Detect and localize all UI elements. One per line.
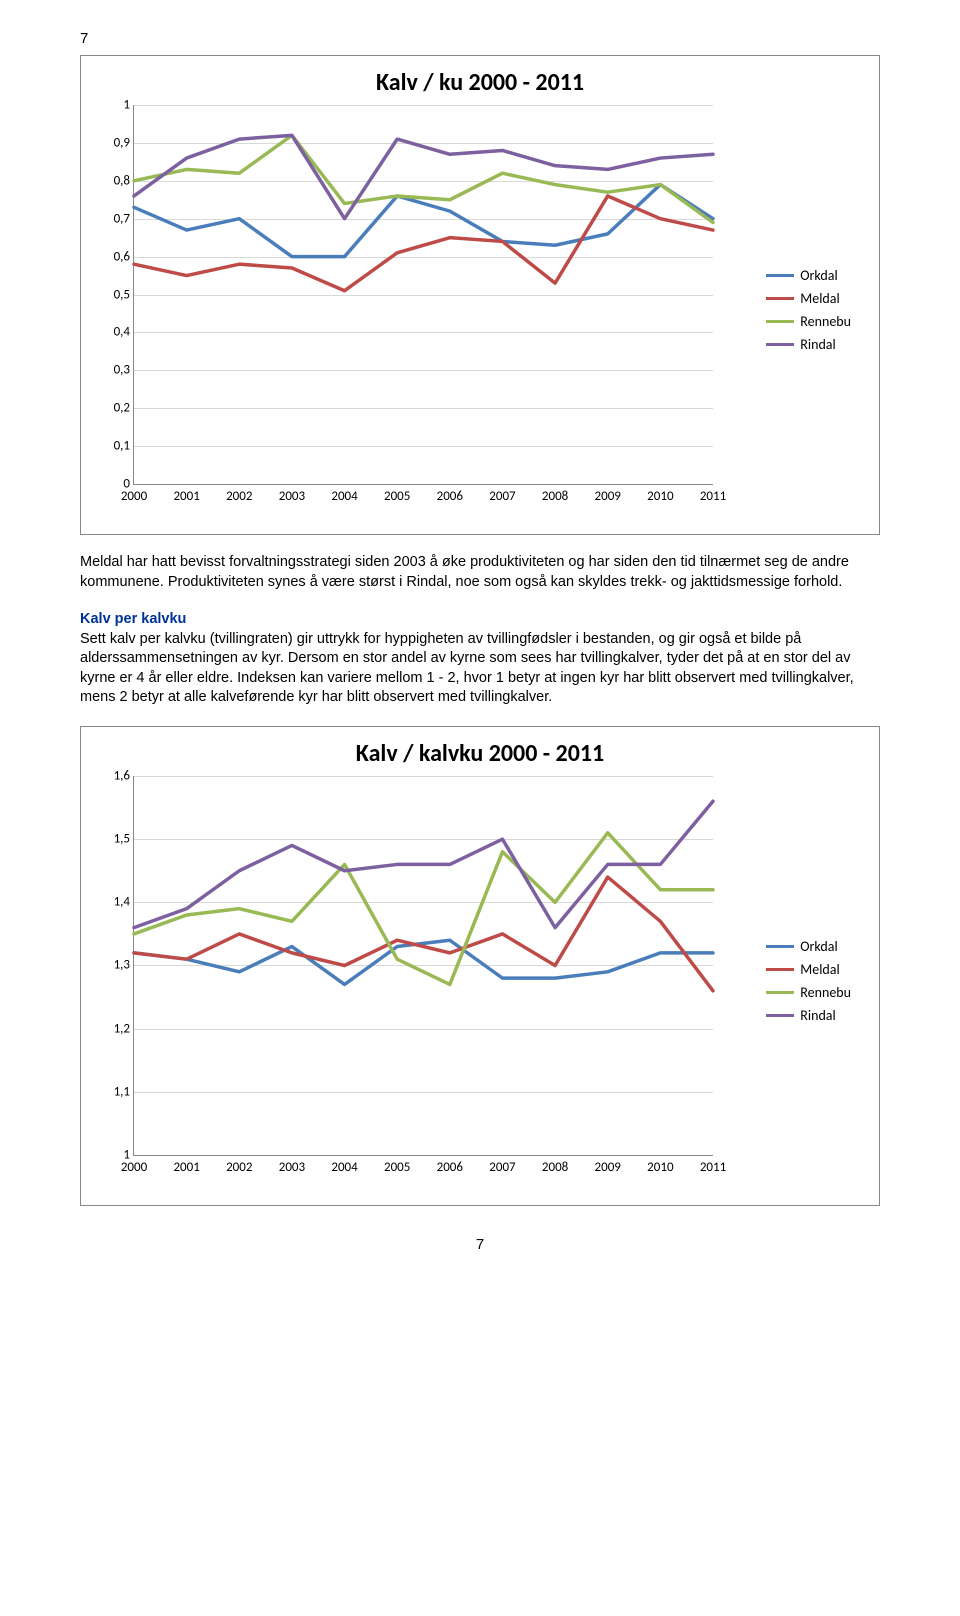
legend-swatch-icon bbox=[766, 320, 794, 324]
chart1-x-tick-label: 2005 bbox=[384, 489, 410, 504]
chart2-y-tick-label: 1,6 bbox=[96, 768, 130, 783]
chart2-x-tick-label: 2006 bbox=[437, 1160, 463, 1175]
chart2-x-tick-label: 2004 bbox=[331, 1160, 357, 1175]
chart1-y-tick-label: 0,6 bbox=[96, 249, 130, 264]
chart2-title: Kalv / kalvku 2000 - 2011 bbox=[95, 739, 865, 768]
chart1-x-tick-label: 2006 bbox=[437, 489, 463, 504]
chart1-legend-label: Meldal bbox=[800, 290, 839, 307]
chart1-y-tick-label: 0,1 bbox=[96, 439, 130, 454]
chart2-legend-item: Rennebu bbox=[766, 984, 851, 1001]
chart2-legend-label: Meldal bbox=[800, 961, 839, 978]
chart1-x-tick-label: 2001 bbox=[173, 489, 199, 504]
chart1-x-tick-label: 2000 bbox=[121, 489, 147, 504]
chart-kalv-kalvku: Kalv / kalvku 2000 - 2011 11,11,21,31,41… bbox=[80, 726, 880, 1206]
legend-swatch-icon bbox=[766, 945, 794, 949]
chart1-legend-item: Rennebu bbox=[766, 313, 851, 330]
chart1-legend-item: Orkdal bbox=[766, 267, 851, 284]
chart2-x-tick-label: 2000 bbox=[121, 1160, 147, 1175]
chart2-legend-label: Orkdal bbox=[800, 938, 837, 955]
legend-swatch-icon bbox=[766, 274, 794, 278]
section-heading-kalv-per-kalvku: Kalv per kalvku bbox=[80, 611, 186, 627]
legend-swatch-icon bbox=[766, 297, 794, 301]
chart2-legend-label: Rindal bbox=[800, 1007, 835, 1024]
chart-kalv-ku: Kalv / ku 2000 - 2011 00,10,20,30,40,50,… bbox=[80, 55, 880, 535]
chart2-x-tick-label: 2001 bbox=[173, 1160, 199, 1175]
chart1-y-tick-label: 0,5 bbox=[96, 287, 130, 302]
chart2-series-rindal bbox=[134, 801, 713, 927]
chart2-x-tick-label: 2005 bbox=[384, 1160, 410, 1175]
chart1-x-tick-label: 2009 bbox=[595, 489, 621, 504]
chart1-x-tick-label: 2010 bbox=[647, 489, 673, 504]
legend-swatch-icon bbox=[766, 1014, 794, 1018]
chart2-series-rennebu bbox=[134, 833, 713, 985]
chart1-y-tick-label: 0,4 bbox=[96, 325, 130, 340]
chart1-legend-item: Meldal bbox=[766, 290, 851, 307]
chart2-x-tick-label: 2010 bbox=[647, 1160, 673, 1175]
chart2-y-tick-label: 1,4 bbox=[96, 895, 130, 910]
chart2-y-tick-label: 1,3 bbox=[96, 958, 130, 973]
paragraph-1: Meldal har hatt bevisst forvaltningsstra… bbox=[80, 553, 880, 592]
chart1-y-tick-label: 0,3 bbox=[96, 363, 130, 378]
chart2-x-tick-label: 2009 bbox=[595, 1160, 621, 1175]
chart1-legend-item: Rindal bbox=[766, 336, 851, 353]
chart1-y-tick-label: 0,9 bbox=[96, 135, 130, 150]
chart1-x-tick-label: 2011 bbox=[700, 489, 726, 504]
chart1-legend-label: Rennebu bbox=[800, 313, 851, 330]
chart1-y-tick-label: 0,8 bbox=[96, 173, 130, 188]
chart1-y-tick-label: 1 bbox=[96, 98, 130, 113]
chart2-legend-item: Rindal bbox=[766, 1007, 851, 1024]
chart1-x-tick-label: 2008 bbox=[542, 489, 568, 504]
chart2-y-tick-label: 1,1 bbox=[96, 1084, 130, 1099]
chart2-legend-item: Meldal bbox=[766, 961, 851, 978]
chart1-legend-label: Orkdal bbox=[800, 267, 837, 284]
chart1-legend-label: Rindal bbox=[800, 336, 835, 353]
chart1-title: Kalv / ku 2000 - 2011 bbox=[95, 68, 865, 97]
chart2-x-tick-label: 2007 bbox=[489, 1160, 515, 1175]
chart2-x-tick-label: 2008 bbox=[542, 1160, 568, 1175]
chart1-x-tick-label: 2002 bbox=[226, 489, 252, 504]
chart2-legend: Orkdal Meldal Rennebu Rindal bbox=[766, 932, 851, 1030]
chart1-x-tick-label: 2003 bbox=[279, 489, 305, 504]
chart1-x-tick-label: 2007 bbox=[489, 489, 515, 504]
legend-swatch-icon bbox=[766, 968, 794, 972]
chart2-legend-item: Orkdal bbox=[766, 938, 851, 955]
chart2-x-tick-label: 2003 bbox=[279, 1160, 305, 1175]
chart1-series-rindal bbox=[134, 135, 713, 218]
chart1-y-tick-label: 0,2 bbox=[96, 401, 130, 416]
paragraph-2-body: Sett kalv per kalvku (tvillingraten) gir… bbox=[80, 631, 854, 706]
chart1-y-tick-label: 0,7 bbox=[96, 211, 130, 226]
legend-swatch-icon bbox=[766, 991, 794, 995]
chart2-x-tick-label: 2002 bbox=[226, 1160, 252, 1175]
page-number-top: 7 bbox=[80, 30, 880, 47]
chart2-legend-label: Rennebu bbox=[800, 984, 851, 1001]
legend-swatch-icon bbox=[766, 343, 794, 347]
paragraph-2: Kalv per kalvku Sett kalv per kalvku (tv… bbox=[80, 610, 880, 708]
chart2-x-tick-label: 2011 bbox=[700, 1160, 726, 1175]
chart2-y-tick-label: 1,5 bbox=[96, 832, 130, 847]
page-number-bottom: 7 bbox=[80, 1236, 880, 1253]
chart1-series-meldal bbox=[134, 196, 713, 291]
chart1-x-tick-label: 2004 bbox=[331, 489, 357, 504]
chart2-y-tick-label: 1,2 bbox=[96, 1021, 130, 1036]
chart1-legend: Orkdal Meldal Rennebu Rindal bbox=[766, 261, 851, 359]
